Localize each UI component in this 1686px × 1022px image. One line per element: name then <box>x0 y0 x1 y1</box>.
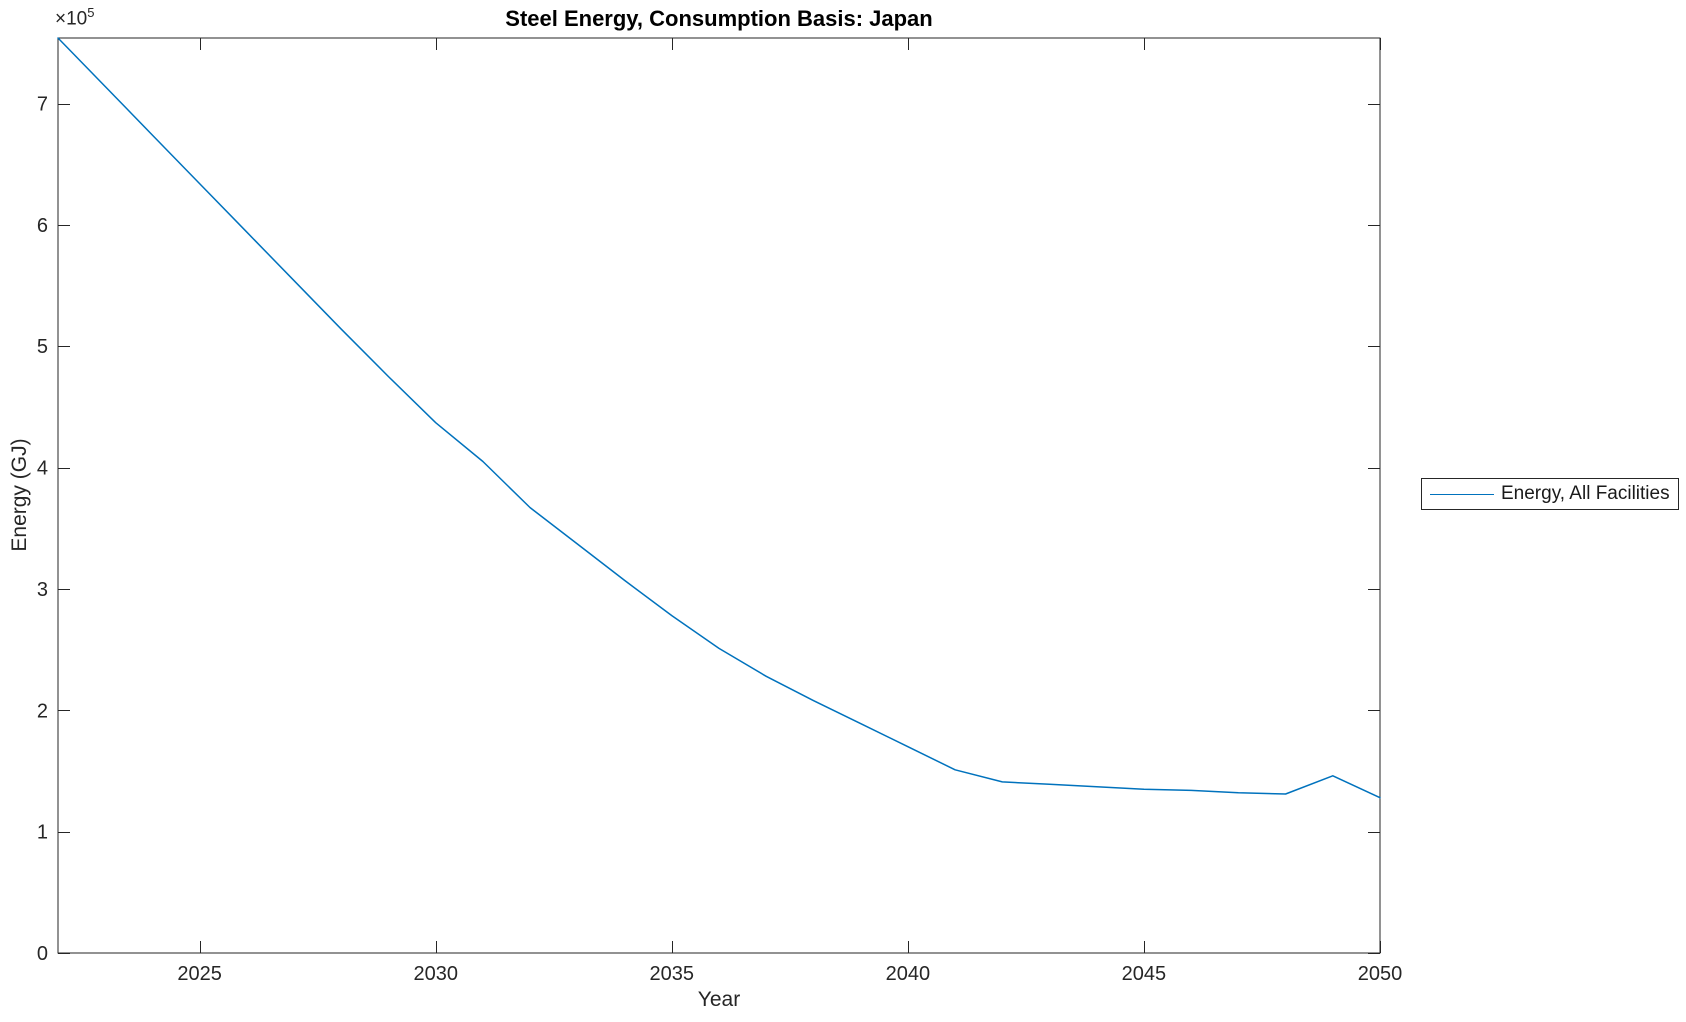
energy-series-line <box>57 37 1381 799</box>
y-tick-label: 2 <box>37 700 48 722</box>
legend-line-sample <box>1430 493 1494 495</box>
y-tick-label: 7 <box>37 94 48 116</box>
axes-box <box>57 37 1381 954</box>
y-tick-label: 1 <box>37 822 48 844</box>
y-tick-label: 5 <box>37 336 48 358</box>
x-axis-label: Year <box>697 988 741 1011</box>
x-tick-label: 2025 <box>177 963 222 985</box>
y-axis-exponent-power: 5 <box>87 5 95 20</box>
legend-entry-label: Energy, All Facilities <box>1501 483 1670 504</box>
x-tick-label: 2030 <box>413 963 458 985</box>
y-axis-exponent-base: ×10 <box>55 8 88 30</box>
y-axis-exponent: ×105 <box>55 5 94 30</box>
legend-box: Energy, All Facilities <box>1421 478 1679 510</box>
y-tick-label: 3 <box>37 579 48 601</box>
y-tick-label: 0 <box>37 943 48 965</box>
y-tick-label: 4 <box>37 458 48 480</box>
x-tick-label: 2050 <box>1358 963 1403 985</box>
y-tick-label: 6 <box>37 215 48 237</box>
chart-title: Steel Energy, Consumption Basis: Japan <box>505 6 933 31</box>
x-tick-label: 2040 <box>886 963 931 985</box>
y-axis-label: Energy (GJ) <box>8 438 31 552</box>
x-tick-label: 2035 <box>650 963 695 985</box>
x-tick-label: 2045 <box>1122 963 1167 985</box>
